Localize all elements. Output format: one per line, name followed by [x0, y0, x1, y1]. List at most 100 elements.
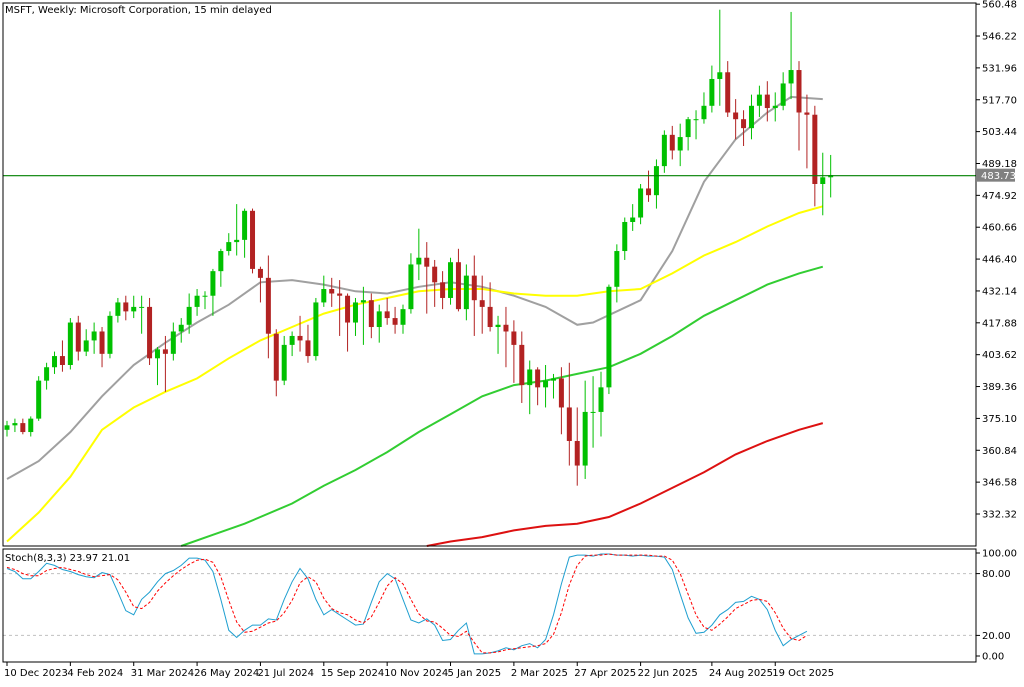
candle[interactable] [598, 371, 604, 437]
candle[interactable] [511, 320, 517, 383]
candle[interactable] [376, 304, 382, 343]
candle[interactable] [535, 367, 541, 406]
candle[interactable] [147, 297, 153, 365]
candle[interactable] [59, 340, 65, 372]
candle[interactable] [360, 286, 366, 345]
candle[interactable] [28, 416, 34, 437]
candle[interactable] [384, 297, 390, 325]
stochastic-pane[interactable] [3, 553, 976, 655]
candle[interactable] [661, 130, 667, 173]
candle[interactable] [123, 295, 129, 321]
candle[interactable] [527, 360, 533, 415]
candle[interactable] [448, 257, 454, 305]
candle[interactable] [630, 204, 636, 231]
candle[interactable] [487, 282, 493, 332]
candle[interactable] [400, 304, 406, 334]
candle[interactable] [764, 81, 770, 122]
candle[interactable] [345, 293, 351, 352]
candle[interactable] [67, 318, 73, 370]
candle[interactable] [265, 255, 271, 359]
candle[interactable] [115, 297, 121, 323]
candle[interactable] [495, 315, 501, 354]
candle[interactable] [12, 418, 18, 433]
candle[interactable] [210, 268, 216, 316]
candle[interactable] [653, 159, 659, 209]
candle[interactable] [543, 365, 549, 408]
candle[interactable] [83, 329, 89, 357]
candle[interactable] [709, 65, 715, 113]
candle[interactable] [194, 289, 200, 316]
candle[interactable] [638, 184, 644, 225]
price-pane[interactable] [3, 9, 976, 547]
candle[interactable] [693, 110, 699, 140]
candle[interactable] [337, 280, 343, 336]
candle[interactable] [139, 295, 145, 334]
candle[interactable] [242, 208, 248, 258]
candle[interactable] [368, 293, 374, 339]
candle[interactable] [614, 244, 620, 303]
candle[interactable] [289, 331, 295, 357]
candle[interactable] [574, 407, 580, 486]
candle[interactable] [772, 92, 778, 122]
candle[interactable] [519, 331, 525, 403]
candle[interactable] [36, 376, 42, 421]
candle[interactable] [677, 123, 683, 167]
candle[interactable] [440, 271, 446, 310]
candle[interactable] [321, 275, 327, 307]
candle[interactable] [44, 362, 50, 390]
candle[interactable] [748, 94, 754, 140]
candle[interactable] [250, 208, 256, 274]
candle[interactable] [329, 277, 335, 307]
candle[interactable] [701, 92, 707, 124]
candle[interactable] [432, 259, 438, 307]
candle[interactable] [257, 266, 263, 303]
candle[interactable] [463, 264, 469, 321]
candle[interactable] [234, 204, 240, 256]
candle[interactable] [305, 324, 311, 363]
candle[interactable] [669, 125, 675, 160]
candle[interactable] [281, 335, 287, 386]
candle[interactable] [273, 329, 279, 397]
candle[interactable] [804, 94, 810, 169]
candle[interactable] [4, 420, 10, 437]
candle[interactable] [424, 242, 430, 314]
candle[interactable] [685, 116, 691, 151]
candle[interactable] [408, 253, 414, 314]
candle[interactable] [178, 318, 184, 343]
candle[interactable] [733, 99, 739, 140]
candle[interactable] [297, 315, 303, 352]
candle[interactable] [725, 61, 731, 117]
candle[interactable] [131, 295, 137, 319]
candle[interactable] [582, 380, 588, 479]
candle[interactable] [226, 233, 232, 256]
candle[interactable] [479, 275, 485, 334]
candle[interactable] [741, 110, 747, 147]
candle[interactable] [416, 228, 422, 281]
candle[interactable] [162, 335, 168, 392]
candle[interactable] [550, 373, 556, 399]
candle[interactable] [622, 217, 628, 260]
candle[interactable] [796, 61, 802, 151]
candle[interactable] [186, 293, 192, 334]
candle[interactable] [52, 351, 58, 374]
candle[interactable] [756, 85, 762, 117]
candle[interactable] [788, 11, 794, 100]
candle[interactable] [91, 322, 97, 354]
candle[interactable] [812, 105, 818, 207]
candle[interactable] [780, 72, 786, 111]
candle[interactable] [154, 347, 160, 386]
candle[interactable] [558, 367, 564, 435]
candle[interactable] [75, 315, 81, 361]
candle[interactable] [590, 376, 596, 448]
candle[interactable] [503, 306, 509, 368]
candle[interactable] [20, 418, 26, 435]
candle[interactable] [218, 248, 224, 287]
candle[interactable] [606, 284, 612, 395]
candle[interactable] [455, 248, 461, 312]
candle[interactable] [107, 311, 113, 359]
candle[interactable] [202, 291, 208, 310]
candle[interactable] [99, 327, 105, 368]
candle[interactable] [313, 297, 319, 361]
